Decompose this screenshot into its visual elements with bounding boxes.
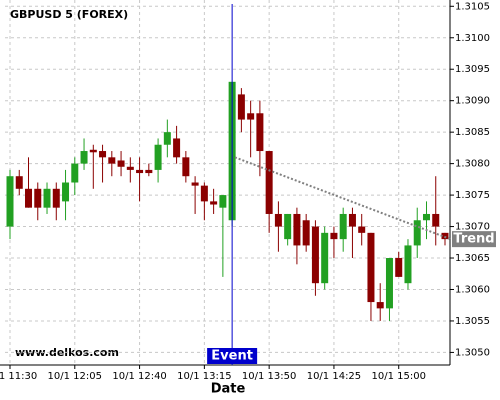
candle-body — [182, 157, 190, 177]
y-tick-label: 1.3080 — [455, 159, 490, 170]
candle-body — [237, 94, 245, 120]
candle-body — [154, 144, 162, 170]
candle-body — [367, 232, 375, 303]
candle-body — [339, 213, 347, 240]
candle-body — [321, 232, 329, 284]
candle-body — [89, 149, 97, 153]
candle-body — [256, 113, 264, 152]
x-tick-label: 10/1 12:40 — [112, 371, 166, 382]
candle-body — [432, 213, 440, 227]
candle-body — [219, 195, 227, 208]
candle-body — [422, 213, 430, 221]
candle-body — [200, 185, 208, 202]
candle-body — [265, 151, 273, 214]
candle-body — [136, 169, 144, 174]
y-tick-label: 1.3065 — [455, 253, 490, 264]
candle-body — [62, 182, 70, 202]
candle-body — [6, 176, 14, 227]
candle-body — [145, 169, 153, 174]
candle-body — [284, 213, 292, 240]
candle-body — [274, 213, 282, 227]
y-tick-label: 1.3060 — [455, 284, 490, 295]
y-tick-label: 1.3055 — [455, 316, 490, 327]
event-label-box — [207, 348, 258, 364]
chart-title: GBPUSD 5 (FOREX) — [10, 8, 128, 21]
x-tick-label: 10/1 12:05 — [48, 371, 102, 382]
candle-body — [173, 138, 181, 158]
candle-body — [191, 182, 199, 186]
y-tick-label: 1.3075 — [455, 190, 490, 201]
y-tick-label: 1.3050 — [455, 347, 490, 358]
trend-line — [234, 156, 451, 241]
candle-body — [34, 188, 42, 208]
y-tick-label: 1.3090 — [455, 96, 490, 107]
candle-body — [404, 245, 412, 284]
x-tick-label: 10/1 13:15 — [177, 371, 231, 382]
candle-body — [348, 213, 356, 227]
candle-body — [293, 213, 301, 246]
candle-body — [25, 188, 33, 208]
x-tick-label: 10/1 13:50 — [242, 371, 296, 382]
y-tick-label: 1.3105 — [455, 1, 490, 12]
trend-label: Trend — [453, 232, 494, 247]
candle-body — [210, 201, 218, 205]
candle-body — [395, 258, 403, 277]
candle-body — [126, 166, 134, 170]
candle-body — [311, 226, 319, 284]
candle-body — [117, 160, 125, 167]
candle-body — [385, 258, 393, 309]
candle-body — [163, 132, 171, 145]
x-tick-label: 10/1 14:25 — [307, 371, 361, 382]
x-tick-label: 10/1 11:30 — [0, 371, 37, 382]
x-tick-label: 10/1 15:00 — [371, 371, 425, 382]
candle-body — [247, 113, 255, 120]
y-tick-label: 1.3100 — [455, 33, 490, 44]
x-axis-title: Date — [211, 382, 246, 397]
y-tick-label: 1.3095 — [455, 64, 490, 75]
candle-body — [302, 220, 310, 246]
y-tick-label: 1.3070 — [455, 222, 490, 233]
candle-body — [413, 220, 421, 246]
candle-body — [376, 302, 384, 309]
candle-body — [80, 151, 88, 164]
y-tick-label: 1.3085 — [455, 127, 490, 138]
candle-body — [52, 188, 60, 208]
candle-body — [15, 176, 23, 189]
candle-body — [358, 226, 366, 233]
candle-body — [99, 151, 107, 158]
trend-label-box — [452, 231, 496, 248]
event-label: Event — [211, 349, 253, 364]
candle-body — [330, 232, 338, 240]
candle-body — [108, 157, 116, 164]
candle-body — [43, 188, 51, 208]
candle-body — [71, 163, 79, 183]
